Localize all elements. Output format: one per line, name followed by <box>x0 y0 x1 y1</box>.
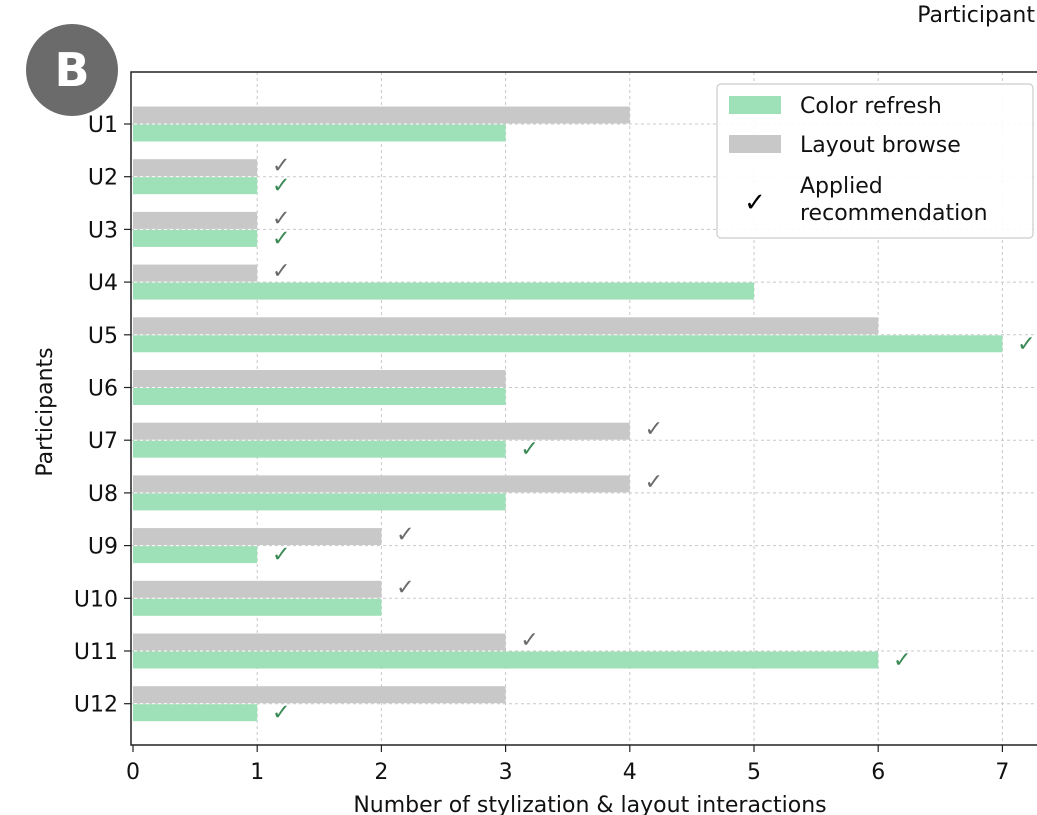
check-icon-layout-browse: ✓ <box>645 470 663 495</box>
check-icon-layout-browse: ✓ <box>645 417 663 442</box>
plot-frame <box>130 71 1037 746</box>
bar-color-refresh <box>133 229 258 247</box>
y-tick-label: U3 <box>88 218 118 243</box>
panel-label: B <box>54 43 89 97</box>
bar-layout-browse <box>133 528 382 546</box>
check-icon-layout-browse: ✓ <box>396 575 414 600</box>
x-tick-label: 5 <box>747 760 761 785</box>
bar-color-refresh <box>133 440 506 458</box>
x-tick-label: 4 <box>623 760 637 785</box>
bar-color-refresh <box>133 177 258 195</box>
check-icon-layout-browse: ✓ <box>272 154 290 179</box>
check-icon-color-refresh: ✓ <box>272 701 290 726</box>
bar-color-refresh <box>133 282 754 300</box>
bar-layout-browse <box>133 264 258 282</box>
y-tick-label: U8 <box>88 482 118 507</box>
bar-layout-browse <box>133 686 506 704</box>
panel-badge-circle <box>26 24 118 116</box>
bar-color-refresh <box>133 493 506 511</box>
x-axis-title: Number of stylization & layout interacti… <box>353 793 826 815</box>
bar-layout-browse <box>133 580 382 598</box>
bar-layout-browse <box>133 370 506 387</box>
bar-layout-browse <box>133 633 506 651</box>
bar-color-refresh <box>133 598 382 616</box>
y-tick-label: U11 <box>74 640 118 665</box>
check-icon-color-refresh: ✓ <box>272 543 290 568</box>
x-tick-label: 0 <box>126 760 140 785</box>
y-tick-label: U6 <box>88 377 118 402</box>
x-tick-label: 2 <box>374 760 388 785</box>
check-icon-color-refresh: ✓ <box>1017 332 1035 357</box>
y-tick-label: U12 <box>74 693 118 718</box>
bar-color-refresh <box>133 388 506 405</box>
legend-label-applied-line1: Applied <box>800 174 883 199</box>
bar-color-refresh <box>133 124 506 142</box>
bar-color-refresh <box>133 704 258 722</box>
check-icon-color-refresh: ✓ <box>272 174 290 199</box>
legend: Color refresh Layout browse ✓ Applied re… <box>716 83 1034 239</box>
header-text: Participant <box>917 3 1035 28</box>
y-tick-label: U1 <box>88 113 118 138</box>
y-tick-label: U7 <box>88 429 118 454</box>
check-icon-color-refresh: ✓ <box>893 648 911 673</box>
y-tick-label: U9 <box>88 535 118 560</box>
bar-layout-browse <box>133 159 258 177</box>
check-icon-layout-browse: ✓ <box>272 259 290 284</box>
bar-color-refresh <box>133 546 258 564</box>
bar-color-refresh <box>133 335 1003 353</box>
bars <box>133 106 1003 722</box>
x-tick-label: 6 <box>871 760 885 785</box>
y-axis-ticks: U1 U2 U3 U4 U5 U6 U7 U8 U9 U10 U11 U12 <box>74 113 131 718</box>
bar-color-refresh <box>133 651 879 669</box>
y-tick-label: U2 <box>88 166 118 191</box>
panel-badge: B <box>26 24 118 116</box>
gridlines <box>131 72 1037 745</box>
check-icon-layout-browse: ✓ <box>520 628 538 653</box>
x-tick-label: 7 <box>995 760 1009 785</box>
x-tick-label: 3 <box>499 760 513 785</box>
check-icon-color-refresh: ✓ <box>272 226 290 251</box>
legend-label-applied: Applied recommendation <box>800 174 988 226</box>
y-tick-label: U5 <box>88 324 118 349</box>
bar-layout-browse <box>133 475 630 493</box>
check-marks: ✓✓✓✓✓✓✓✓✓✓✓✓✓✓✓ <box>272 154 1036 726</box>
bar-layout-browse <box>133 317 879 335</box>
x-tick-label: 1 <box>250 760 264 785</box>
legend-swatch-color-refresh <box>729 96 781 114</box>
check-icon-color-refresh: ✓ <box>520 437 538 462</box>
check-icon-layout-browse: ✓ <box>272 206 290 231</box>
bar-layout-browse <box>133 106 630 124</box>
bar-layout-browse <box>133 422 630 440</box>
legend-label-color-refresh: Color refresh <box>800 94 942 119</box>
bar-layout-browse <box>133 211 258 229</box>
y-tick-label: U4 <box>88 271 118 296</box>
legend-check-icon: ✓ <box>744 188 766 218</box>
y-axis-title: Participants <box>33 347 58 476</box>
legend-label-applied-line2: recommendation <box>800 201 988 226</box>
x-axis-ticks: 0 1 2 3 4 5 6 7 <box>126 745 1009 785</box>
legend-box <box>716 83 1034 239</box>
y-tick-label: U10 <box>74 587 118 612</box>
legend-swatch-layout-browse <box>729 135 781 153</box>
legend-label-layout-browse: Layout browse <box>800 133 961 158</box>
check-icon-layout-browse: ✓ <box>396 523 414 548</box>
